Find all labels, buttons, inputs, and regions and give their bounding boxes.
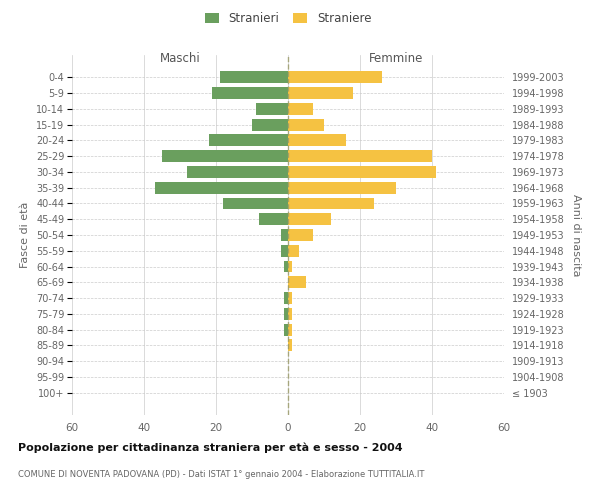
Bar [288, 308, 292, 320]
Bar [288, 229, 313, 241]
Text: Popolazione per cittadinanza straniera per età e sesso - 2004: Popolazione per cittadinanza straniera p… [18, 442, 403, 453]
Text: Femmine: Femmine [369, 52, 423, 64]
Bar [288, 214, 331, 225]
Bar [259, 214, 288, 225]
Bar [288, 292, 292, 304]
Bar [284, 324, 288, 336]
Bar [209, 134, 288, 146]
Bar [284, 308, 288, 320]
Bar [288, 134, 346, 146]
Bar [187, 166, 288, 178]
Bar [288, 103, 313, 115]
Bar [288, 150, 432, 162]
Text: COMUNE DI NOVENTA PADOVANA (PD) - Dati ISTAT 1° gennaio 2004 - Elaborazione TUTT: COMUNE DI NOVENTA PADOVANA (PD) - Dati I… [18, 470, 424, 479]
Bar [212, 87, 288, 99]
Bar [288, 198, 374, 209]
Bar [252, 118, 288, 130]
Bar [281, 229, 288, 241]
Bar [288, 324, 292, 336]
Bar [288, 166, 436, 178]
Bar [284, 260, 288, 272]
Legend: Stranieri, Straniere: Stranieri, Straniere [201, 8, 375, 28]
Bar [288, 276, 306, 288]
Bar [288, 260, 292, 272]
Bar [288, 72, 382, 83]
Bar [220, 72, 288, 83]
Bar [223, 198, 288, 209]
Bar [256, 103, 288, 115]
Bar [281, 245, 288, 256]
Bar [288, 245, 299, 256]
Y-axis label: Anni di nascita: Anni di nascita [571, 194, 581, 276]
Bar [162, 150, 288, 162]
Bar [155, 182, 288, 194]
Bar [284, 292, 288, 304]
Bar [288, 340, 292, 351]
Bar [288, 87, 353, 99]
Bar [288, 118, 324, 130]
Y-axis label: Fasce di età: Fasce di età [20, 202, 31, 268]
Bar [288, 182, 396, 194]
Text: Maschi: Maschi [160, 52, 200, 64]
